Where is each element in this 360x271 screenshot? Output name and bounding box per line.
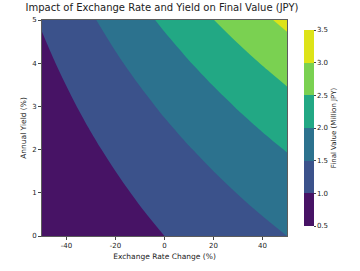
svg-text:40: 40 (258, 242, 267, 250)
svg-text:3.5: 3.5 (317, 26, 328, 34)
svg-text:1.5: 1.5 (317, 157, 328, 165)
svg-text:3.0: 3.0 (317, 59, 328, 67)
svg-text:2.0: 2.0 (317, 124, 328, 132)
svg-text:Exchange Rate Change (%): Exchange Rate Change (%) (113, 252, 216, 261)
svg-text:2.5: 2.5 (317, 92, 328, 100)
svg-text:0: 0 (162, 242, 166, 250)
svg-text:-40: -40 (61, 242, 72, 250)
svg-text:2: 2 (32, 146, 36, 154)
svg-text:3: 3 (32, 103, 36, 111)
svg-text:1: 1 (32, 189, 36, 197)
svg-text:-20: -20 (110, 242, 121, 250)
svg-text:Impact of Exchange Rate and Yi: Impact of Exchange Rate and Yield on Fin… (26, 2, 299, 13)
svg-text:Final Value (Million JPY): Final Value (Million JPY) (330, 88, 338, 169)
svg-text:5: 5 (32, 16, 36, 24)
svg-text:0.5: 0.5 (317, 222, 328, 230)
svg-text:20: 20 (209, 242, 218, 250)
svg-text:Annual Yield (%): Annual Yield (%) (19, 97, 28, 159)
svg-text:4: 4 (32, 60, 37, 68)
svg-text:1.0: 1.0 (317, 190, 328, 198)
svg-text:0: 0 (32, 232, 36, 240)
